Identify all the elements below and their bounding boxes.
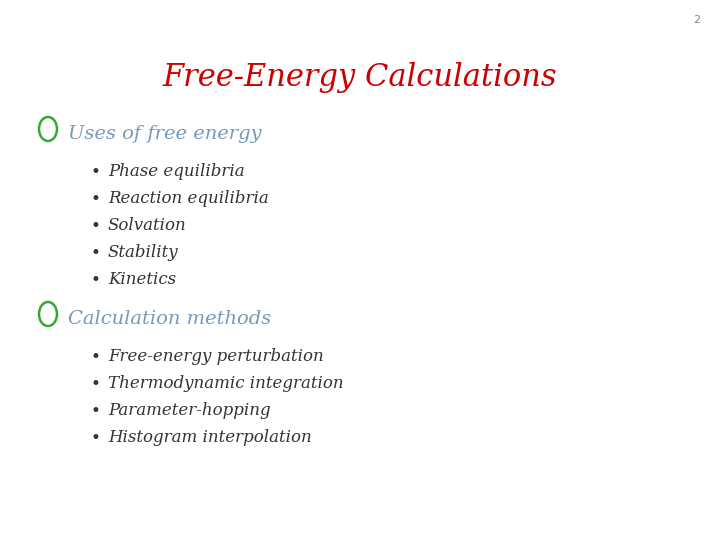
Text: •: •: [90, 348, 100, 366]
Text: Solvation: Solvation: [108, 217, 186, 234]
Text: •: •: [90, 429, 100, 447]
Text: 2: 2: [693, 15, 700, 25]
Text: •: •: [90, 163, 100, 181]
Text: Thermodynamic integration: Thermodynamic integration: [108, 375, 343, 392]
Text: Calculation methods: Calculation methods: [68, 310, 271, 328]
Text: Phase equilibria: Phase equilibria: [108, 163, 245, 180]
Text: Uses of free energy: Uses of free energy: [68, 125, 261, 143]
Text: •: •: [90, 217, 100, 235]
Text: •: •: [90, 190, 100, 208]
Text: Free-energy perturbation: Free-energy perturbation: [108, 348, 324, 365]
Text: •: •: [90, 244, 100, 262]
Text: Kinetics: Kinetics: [108, 271, 176, 288]
Text: Reaction equilibria: Reaction equilibria: [108, 190, 269, 207]
Text: Parameter-hopping: Parameter-hopping: [108, 402, 271, 419]
Text: Histogram interpolation: Histogram interpolation: [108, 429, 312, 446]
Text: Free-Energy Calculations: Free-Energy Calculations: [163, 62, 557, 93]
Text: •: •: [90, 375, 100, 393]
Text: •: •: [90, 402, 100, 420]
Text: •: •: [90, 271, 100, 289]
Text: Stability: Stability: [108, 244, 179, 261]
